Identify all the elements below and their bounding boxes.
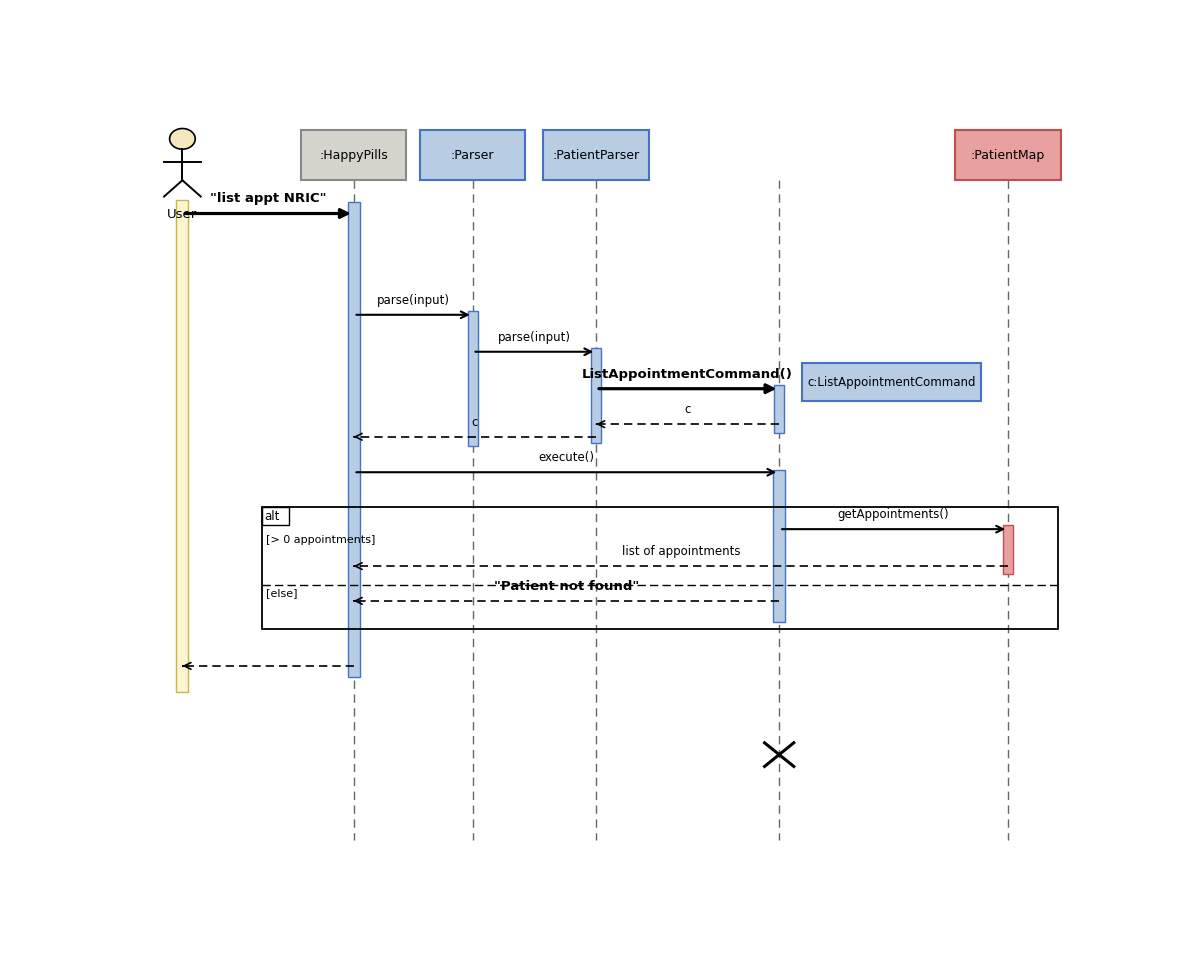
Bar — [774, 385, 784, 433]
Bar — [420, 130, 526, 180]
Bar — [262, 507, 1058, 629]
Text: :PatientMap: :PatientMap — [971, 149, 1045, 161]
Text: c:ListAppointmentCommand: c:ListAppointmentCommand — [807, 375, 976, 389]
Text: :HappyPills: :HappyPills — [319, 149, 387, 161]
Text: getAppointments(): getAppointments() — [837, 508, 950, 521]
Text: c: c — [685, 403, 691, 416]
Bar — [543, 130, 648, 180]
Text: [> 0 appointments]: [> 0 appointments] — [266, 535, 376, 545]
Bar — [468, 311, 477, 446]
Text: "list appt NRIC": "list appt NRIC" — [210, 192, 326, 205]
Text: "Patient not found": "Patient not found" — [494, 580, 639, 592]
Text: parse(input): parse(input) — [377, 294, 450, 306]
Bar — [262, 507, 289, 525]
Text: User: User — [168, 207, 197, 221]
Text: execute(): execute() — [539, 451, 594, 464]
Bar — [1003, 525, 1013, 573]
Text: :Parser: :Parser — [451, 149, 495, 161]
Text: c: c — [471, 416, 478, 428]
Text: alt: alt — [263, 510, 279, 522]
Bar — [176, 201, 188, 692]
Text: list of appointments: list of appointments — [621, 545, 740, 558]
Text: :PatientParser: :PatientParser — [553, 149, 640, 161]
Bar — [774, 470, 785, 621]
Bar — [347, 203, 359, 677]
Text: [else]: [else] — [266, 588, 298, 598]
Circle shape — [170, 129, 195, 149]
Text: parse(input): parse(input) — [498, 330, 570, 344]
Bar — [802, 363, 980, 401]
Bar — [590, 348, 601, 443]
Bar — [955, 130, 1061, 180]
Text: ListAppointmentCommand(): ListAppointmentCommand() — [582, 368, 794, 380]
Bar — [301, 130, 406, 180]
